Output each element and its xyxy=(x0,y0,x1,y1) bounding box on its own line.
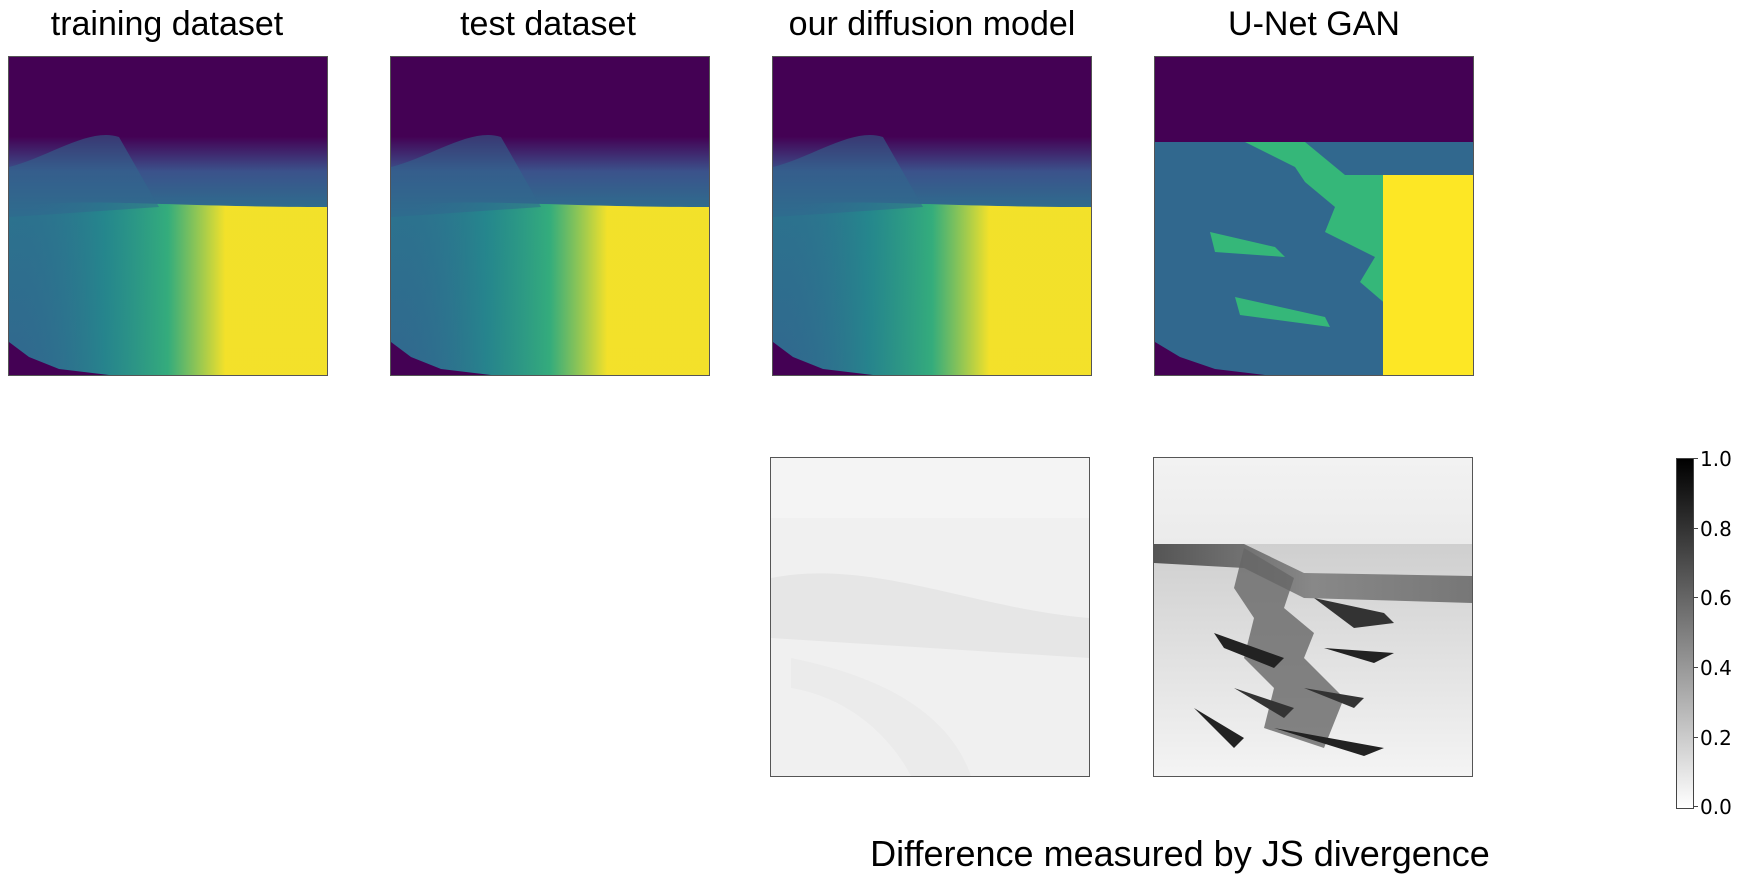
colorbar-tick-label: 0.2 xyxy=(1700,726,1732,750)
divergence-map-unet-gan xyxy=(1153,457,1473,777)
colorbar-tick-label: 1.0 xyxy=(1700,447,1732,471)
title-unet-gan: U-Net GAN xyxy=(1228,5,1400,43)
heatmap-unet-gan xyxy=(1154,56,1474,376)
colorbar-tickmark xyxy=(1693,597,1698,598)
heatmap-diffusion xyxy=(772,56,1092,376)
colorbar-tick-label: 0.6 xyxy=(1700,586,1732,610)
title-test-dataset: test dataset xyxy=(460,5,636,43)
colorbar-tick-label: 0.0 xyxy=(1700,795,1732,819)
colorbar-tickmark xyxy=(1693,667,1698,668)
title-diffusion-model: our diffusion model xyxy=(788,5,1076,43)
colorbar-tickmark xyxy=(1693,528,1698,529)
title-training-dataset: training dataset xyxy=(50,5,284,43)
heatmap-training xyxy=(8,56,328,376)
colorbar-tickmark xyxy=(1693,806,1698,807)
divergence-map-diffusion xyxy=(770,457,1090,777)
colorbar-tick-label: 0.4 xyxy=(1700,656,1732,680)
colorbar-tickmark xyxy=(1693,737,1698,738)
colorbar-tickmark xyxy=(1693,458,1698,459)
colorbar-tick-label: 0.8 xyxy=(1700,517,1732,541)
colorbar xyxy=(1676,458,1694,809)
heatmap-test xyxy=(390,56,710,376)
figure-caption: Difference measured by JS divergence xyxy=(870,833,1490,874)
